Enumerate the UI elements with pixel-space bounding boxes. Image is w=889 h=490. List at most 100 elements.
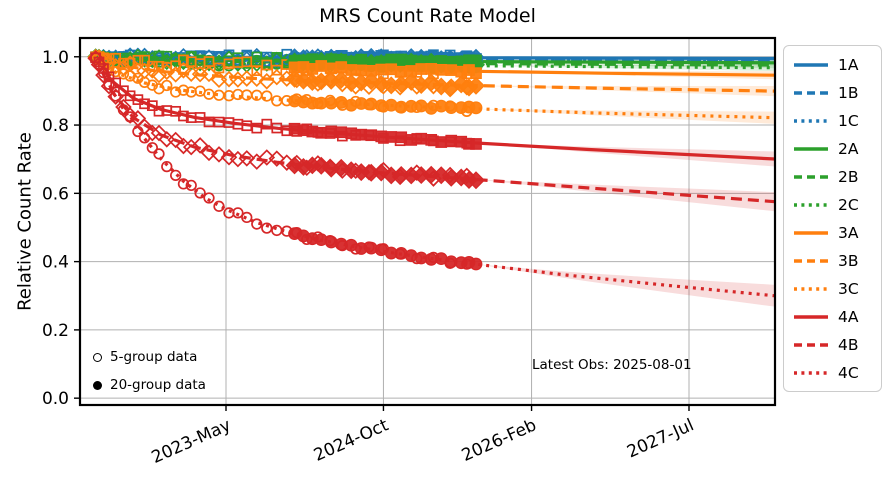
data-marker <box>191 137 209 154</box>
filled-circle-icon <box>93 380 102 390</box>
data-marker <box>241 56 253 68</box>
data-marker <box>138 76 151 88</box>
data-marker <box>342 74 361 93</box>
data-marker <box>146 79 158 91</box>
data-marker <box>194 187 206 199</box>
legend-label: 2C <box>838 195 859 214</box>
legend-line-2B <box>794 174 828 179</box>
legend-item-2A: 2A <box>793 135 881 162</box>
data-marker <box>200 65 218 83</box>
legend-item-1A: 1A <box>793 51 881 78</box>
legend-line-2A <box>794 146 828 151</box>
legend-label: 1A <box>838 55 859 74</box>
data-marker <box>175 62 192 79</box>
data-marker <box>322 159 341 178</box>
legend-item-4B: 4B <box>793 331 881 358</box>
data-marker <box>191 65 209 83</box>
data-marker <box>385 131 398 143</box>
data-marker <box>261 222 273 234</box>
data-marker <box>100 77 118 95</box>
legend-label: 3A <box>838 223 859 242</box>
legend-label: 3C <box>838 279 859 298</box>
legend-item-1B: 1B <box>793 79 881 106</box>
x-tick-label: 2027-Jul <box>624 415 697 462</box>
legend-label: 2B <box>838 167 859 186</box>
y-tick-label: 0.8 <box>42 116 69 136</box>
data-marker <box>144 62 161 79</box>
data-marker <box>167 66 184 83</box>
data-marker <box>117 104 130 116</box>
data-marker <box>200 144 218 162</box>
marker-type-legend: 5-group data 20-group data <box>93 343 206 399</box>
data-marker <box>425 133 438 146</box>
data-marker <box>355 128 368 141</box>
legend-line-1B <box>794 90 828 95</box>
data-marker <box>335 126 348 139</box>
data-marker <box>93 58 105 70</box>
marker-legend-row-20group: 20-group data <box>93 371 206 399</box>
data-marker <box>345 64 358 76</box>
data-marker <box>170 169 182 182</box>
data-marker <box>261 59 273 71</box>
data-marker <box>435 136 448 148</box>
data-marker <box>185 179 197 192</box>
legend-item-1C: 1C <box>793 107 881 134</box>
data-marker <box>435 63 448 76</box>
data-marker <box>241 211 253 224</box>
data-marker <box>238 70 256 87</box>
marker-legend-row-5group: 5-group data <box>93 343 206 371</box>
data-marker <box>213 116 225 128</box>
data-marker <box>382 166 401 185</box>
y-tick-label: 1.0 <box>42 48 69 68</box>
data-marker <box>392 165 411 184</box>
legend-item-2C: 2C <box>793 191 881 218</box>
data-marker <box>251 65 263 76</box>
data-marker <box>182 65 200 82</box>
data-marker <box>110 90 122 102</box>
data-marker <box>425 63 438 75</box>
marker-legend-label: 20-group data <box>110 377 206 393</box>
data-marker <box>178 110 189 122</box>
legend-item-4C: 4C <box>793 359 881 386</box>
data-marker <box>213 200 225 212</box>
legend-label: 4B <box>838 335 859 354</box>
data-marker <box>95 66 112 84</box>
data-marker <box>210 71 228 89</box>
data-marker <box>325 125 338 138</box>
legend-item-3B: 3B <box>793 247 881 274</box>
data-marker <box>203 116 215 128</box>
data-marker <box>271 122 283 134</box>
data-marker <box>124 111 136 123</box>
legend-label: 4C <box>838 363 859 382</box>
data-marker <box>124 70 136 82</box>
data-marker <box>467 171 485 190</box>
legend-line-4C <box>794 370 828 375</box>
data-marker <box>220 70 238 88</box>
data-marker <box>121 107 139 124</box>
open-circle-icon <box>93 352 102 362</box>
data-marker <box>322 71 341 90</box>
data-marker <box>261 90 273 102</box>
data-marker <box>146 142 158 154</box>
x-tick-label: 2023-May <box>149 415 234 468</box>
data-marker <box>335 61 348 73</box>
data-marker <box>469 101 483 115</box>
data-marker <box>132 125 144 138</box>
data-marker <box>312 72 331 91</box>
legend-line-4B <box>794 342 828 347</box>
chart-title: MRS Count Rate Model <box>319 5 536 27</box>
legend-label: 3B <box>838 251 859 270</box>
legend-item-4A: 4A <box>793 303 881 330</box>
legend-label: 1C <box>838 111 859 130</box>
y-tick-label: 0.4 <box>42 253 69 273</box>
latest-obs-annotation: Latest Obs: 2025-08-01 <box>532 357 692 373</box>
data-marker <box>375 63 388 76</box>
data-marker <box>412 166 431 185</box>
data-marker <box>315 60 328 72</box>
data-marker <box>170 86 182 98</box>
data-marker <box>177 84 190 96</box>
data-marker <box>470 138 482 150</box>
confidence-band-4C <box>476 264 775 307</box>
